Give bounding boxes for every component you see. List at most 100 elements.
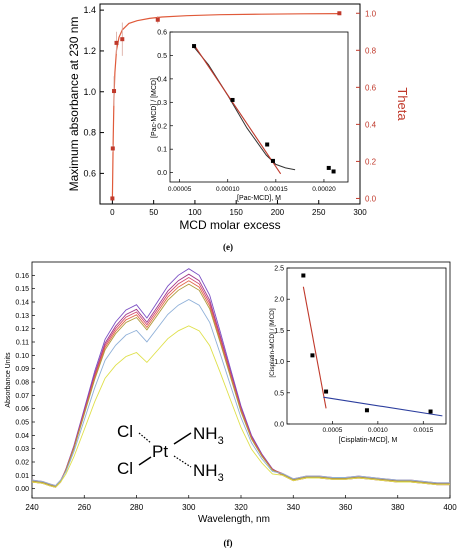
y-tick-label: 0.14 <box>15 300 29 307</box>
panel-e-x-axis-label: MCD molar excess <box>179 218 280 232</box>
y-tick-label: 0.12 <box>15 326 29 333</box>
inset-fit-line-steep <box>302 286 327 409</box>
y-tick-label: 0.07 <box>15 393 29 400</box>
inset-y-tick-label: 0.1 <box>157 147 167 154</box>
structure-pt: Pt <box>152 442 168 461</box>
panel-f-x-axis-label: Wavelength, nm <box>198 514 270 525</box>
structure-cl-top: Cl <box>117 422 133 441</box>
inset-y-tick-label: 0.6 <box>157 30 167 37</box>
inset-y-tick-label: 0.3 <box>157 100 167 107</box>
panel-e-y-axis-label: Maximum absorbance at 230 nm <box>67 17 81 192</box>
inset-y-tick-label: 2.5 <box>274 266 284 273</box>
panel-e-right-axis: 0.0 0.2 0.4 0.6 0.8 1.0 <box>356 9 377 203</box>
panel-e-y2-axis-label: Theta <box>395 87 410 121</box>
panel-e-inset-x-axis: 0.00005 0.00010 0.00015 0.00020 <box>168 179 336 193</box>
y-tick-label: 1.0 <box>83 87 96 97</box>
bond-cl-pt-top <box>138 432 152 444</box>
inset-data-point <box>331 169 336 174</box>
y2-tick-label: 0.4 <box>365 120 377 129</box>
data-point <box>112 89 117 94</box>
inset-y-tick-label: 0.4 <box>157 76 167 83</box>
y-tick-label: 0.16 <box>15 273 29 280</box>
panel-e-inset-y-axis: 0.0 0.1 0.2 0.3 0.4 0.5 0.6 <box>157 30 173 177</box>
inset-y-tick-label: 1.5 <box>274 328 284 335</box>
y-tick-label: 0.04 <box>15 433 29 440</box>
y-tick-label: 0.03 <box>15 446 29 453</box>
y-tick-label: 0.05 <box>15 420 29 427</box>
x-tick-label: 240 <box>25 503 39 512</box>
panel-e-fit-curve <box>111 13 340 199</box>
structure-nh-top: NH3 <box>193 424 224 447</box>
inset-y-tick-label: 2.0 <box>274 297 284 304</box>
panel-f-spectra <box>31 268 450 488</box>
panel-f-inset-y-label: [Cisplatin-MCD] / [MCD] <box>269 308 276 378</box>
bond-pt-nh-bottom <box>173 455 192 468</box>
y-tick-label: 0.10 <box>15 353 29 360</box>
panel-f-y-axis: 0.00 0.01 0.02 0.03 0.04 0.05 0.06 0.07 0.08 0.09… <box>15 273 35 493</box>
inset-y-tick-label: 0.0 <box>274 422 284 429</box>
panel-e-frame <box>99 3 361 205</box>
y-tick-label: 1.4 <box>83 5 96 15</box>
spectrum-line <box>31 283 450 487</box>
panel-label-f: (f) <box>224 538 233 548</box>
data-point <box>120 37 125 42</box>
y-tick-label: 0.00 <box>15 486 29 493</box>
x-tick-label: 360 <box>339 503 353 512</box>
x-tick-label: 300 <box>353 208 367 217</box>
inset-curve <box>193 46 296 171</box>
y-tick-label: 0.02 <box>15 460 29 467</box>
x-tick-label: 320 <box>234 503 248 512</box>
inset-x-tick-label: 0.00005 <box>168 186 192 193</box>
inset-data-point <box>265 142 270 147</box>
y-tick-label: 1.2 <box>83 46 96 56</box>
inset-linear-fit <box>193 44 282 175</box>
y-tick-label: 0.01 <box>15 473 29 480</box>
spectrum-line <box>31 298 450 487</box>
panel-f-inset-frame <box>286 267 447 425</box>
y-tick-label: 0.09 <box>15 366 29 373</box>
inset-fit-line-shallow <box>323 396 443 417</box>
inset-y-tick-label: 0.5 <box>157 53 167 60</box>
inset-y-tick-label: 0.2 <box>157 123 167 130</box>
inset-data-point <box>428 409 433 414</box>
panel-f-inset-x-label: [Cisplatin-MCD], M <box>339 437 398 444</box>
inset-data-point <box>192 44 197 49</box>
panel-e-points <box>110 11 342 201</box>
inset-x-tick-label: 0.00015 <box>264 186 288 193</box>
inset-data-point <box>364 408 369 413</box>
data-point <box>114 40 119 45</box>
y-tick-label: 0.6 <box>83 168 96 178</box>
panel-e-inset-x-label: [Pac-MCD], M <box>237 195 281 202</box>
y2-tick-label: 1.0 <box>365 9 377 18</box>
structure-cl-bottom: Cl <box>117 459 133 478</box>
inset-x-tick-label: 0.00020 <box>312 186 336 193</box>
inset-data-point <box>230 97 235 102</box>
x-tick-label: 280 <box>130 503 144 512</box>
panel-e-inset-points <box>192 44 336 174</box>
bond-pt-nh-top <box>173 432 192 445</box>
bond-cl-pt-bottom <box>138 456 152 466</box>
inset-y-tick-label: 0.0 <box>157 170 167 177</box>
x-tick-label: 400 <box>443 503 457 512</box>
y-tick-label: 0.15 <box>15 286 29 293</box>
inset-data-point <box>301 273 306 278</box>
panel-f-x-axis: 240 260 280 300 320 340 360 380 400 <box>25 495 457 512</box>
panel-e: 0.6 0.8 1.0 1.2 1.4 0.0 0.2 0.4 0.6 0.8 1.0 0 50 10… <box>67 3 410 252</box>
panel-e-inset-y-label: [Pac-MCD] / [MCD] <box>151 78 158 138</box>
x-tick-label: 100 <box>188 208 202 217</box>
inset-x-tick-label: 0.00010 <box>216 186 240 193</box>
inset-data-point <box>310 353 315 358</box>
spectrum-line <box>31 325 450 488</box>
inset-x-tick-label: 0.0015 <box>413 427 433 434</box>
panel-e-inset-fits <box>193 44 296 175</box>
x-tick-label: 340 <box>287 503 301 512</box>
panel-f-y-axis-label: Absorbance Units <box>5 352 12 408</box>
panel-e-x-axis: 0 50 100 150 200 250 300 <box>110 200 367 217</box>
fit-curve-line <box>111 13 340 199</box>
panel-e-inset-frame <box>169 31 349 183</box>
structure-nh-bottom: NH3 <box>193 461 224 484</box>
panel-f: 0.00 0.01 0.02 0.03 0.04 0.05 0.06 0.07 0.08 0.09… <box>5 261 457 548</box>
panel-label-e: (e) <box>223 242 233 252</box>
x-tick-label: 200 <box>271 208 285 217</box>
data-point <box>155 17 160 22</box>
